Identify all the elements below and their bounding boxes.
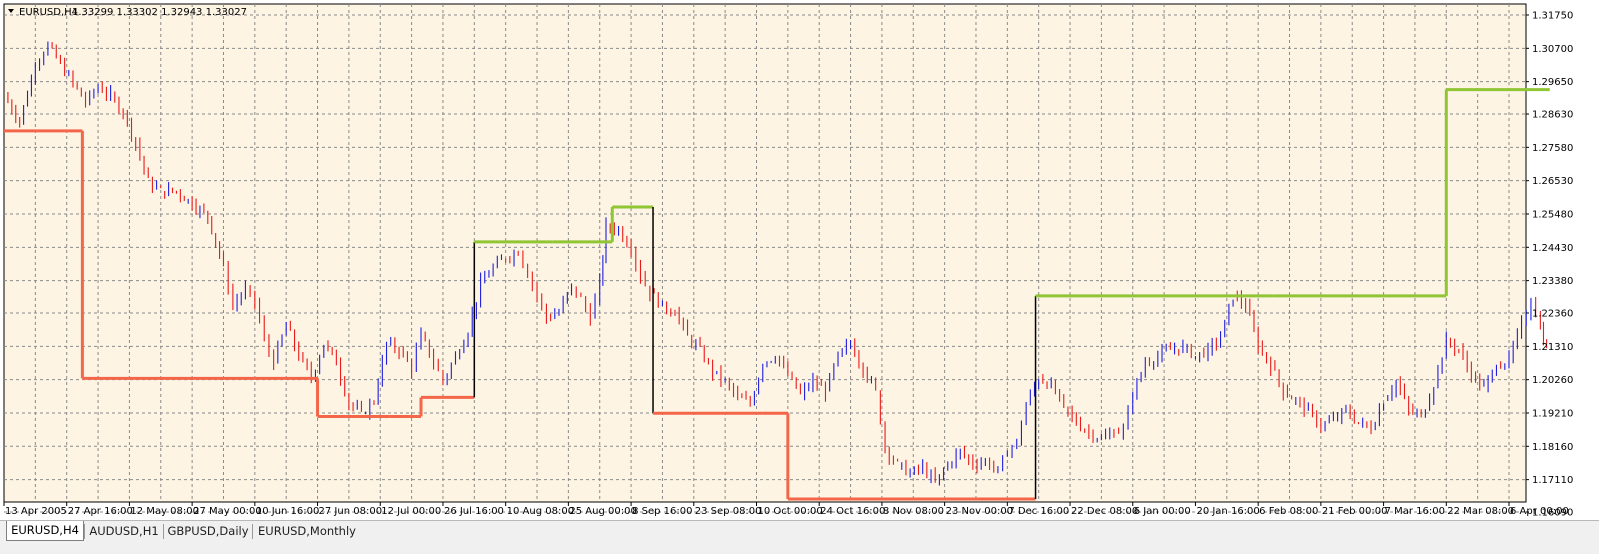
x-tick-label: 24 Oct 16:00: [820, 506, 885, 517]
tab-eurusd-h4[interactable]: EURUSD,H4: [6, 521, 84, 541]
x-tick-label: 22 Mar 08:00: [1447, 506, 1514, 517]
x-tick-label: 21 Feb 00:00: [1322, 506, 1388, 517]
y-tick-label: 1.26530: [1532, 176, 1573, 187]
x-tick-label: 22 Dec 08:00: [1071, 506, 1138, 517]
x-tick-label: 6 Jan 00:00: [1134, 506, 1191, 517]
x-tick-label: 7 Dec 16:00: [1008, 506, 1069, 517]
y-tick-label: 1.27580: [1532, 143, 1573, 154]
y-tick-label: 1.17110: [1532, 475, 1573, 486]
x-tick-label: 27 May 00:00: [193, 506, 262, 517]
price-chart[interactable]: 1.31750 1.30700 1.29650 1.28630 1.27580 1.265…: [0, 0, 1599, 520]
y-tick-label: 1.18160: [1532, 442, 1573, 453]
y-tick-label: 1.23380: [1532, 276, 1573, 287]
price-series: [7, 41, 1548, 486]
y-tick-label: 1.29650: [1532, 77, 1573, 88]
x-tick-label: 27 Jun 08:00: [319, 506, 383, 517]
y-tick-label: 1.25480: [1532, 209, 1573, 220]
x-tick-label: 10 Jun 16:00: [256, 506, 320, 517]
plot-area[interactable]: [3, 3, 1527, 503]
x-tick-label: 25 Aug 00:00: [569, 506, 636, 517]
x-tick-label: 8 Nov 08:00: [883, 506, 944, 517]
y-tick-label: 1.21310: [1532, 342, 1573, 353]
x-tick-label: 23 Sep 08:00: [695, 506, 762, 517]
x-tick-label: 23 Nov 00:00: [946, 506, 1013, 517]
price-axis[interactable]: 1.31750 1.30700 1.29650 1.28630 1.27580 1.265…: [1526, 11, 1573, 519]
y-tick-label: 1.20260: [1532, 375, 1573, 386]
x-tick-label: 10 Aug 08:00: [507, 506, 574, 517]
x-tick-label: 13 Apr 2005: [5, 506, 67, 517]
x-tick-label: 27 Apr 16:00: [68, 506, 133, 517]
x-tick-label: 10 Oct 00:00: [758, 506, 823, 517]
channel-indicator: [4, 88, 1550, 501]
y-tick-label: 1.31750: [1532, 11, 1573, 22]
x-tick-label: 8 Sep 16:00: [632, 506, 692, 517]
chart-quote-label: 1.33299 1.33302 1.32943 1.33027: [72, 7, 247, 18]
x-tick-label: 20 Jan 16:00: [1196, 506, 1259, 517]
tab-audusd-h1[interactable]: AUDUSD,H1: [89, 524, 159, 538]
x-tick-label: 12 Jul 00:00: [381, 506, 441, 517]
chart-symbol-label: EURUSD,H4: [19, 7, 78, 18]
y-tick-label: 1.30700: [1532, 44, 1573, 55]
y-tick-label: 1.24430: [1532, 243, 1573, 254]
tab-separator: [163, 524, 164, 539]
chart-header: EURUSD,H4 1.33299 1.33302 1.32943 1.3302…: [8, 7, 247, 18]
x-tick-label: 26 Jul 16:00: [444, 506, 504, 517]
y-tick-label: 1.16090: [1532, 508, 1573, 519]
tab-gbpusd-daily[interactable]: GBPUSD,Daily: [167, 524, 249, 538]
chart-menu-arrow-icon[interactable]: [8, 9, 14, 13]
x-tick-label: 7 Mar 16:00: [1385, 506, 1445, 517]
x-tick-label: 6 Feb 08:00: [1259, 506, 1318, 517]
tab-separator: [84, 524, 85, 539]
y-tick-label: 1.22360: [1532, 309, 1573, 320]
y-tick-label: 1.19210: [1532, 408, 1573, 419]
x-tick-label: 6 Apr 00:00: [1510, 506, 1569, 517]
y-tick-label: 1.28630: [1532, 110, 1573, 121]
tab-eurusd-monthly[interactable]: EURUSD,Monthly: [258, 524, 356, 538]
x-tick-label: 12 May 08:00: [130, 506, 199, 517]
tab-separator: [252, 524, 253, 539]
chart-tab-bar: EURUSD,H4 AUDUSD,H1 GBPUSD,Daily EURUSD,Mon…: [0, 520, 1599, 554]
